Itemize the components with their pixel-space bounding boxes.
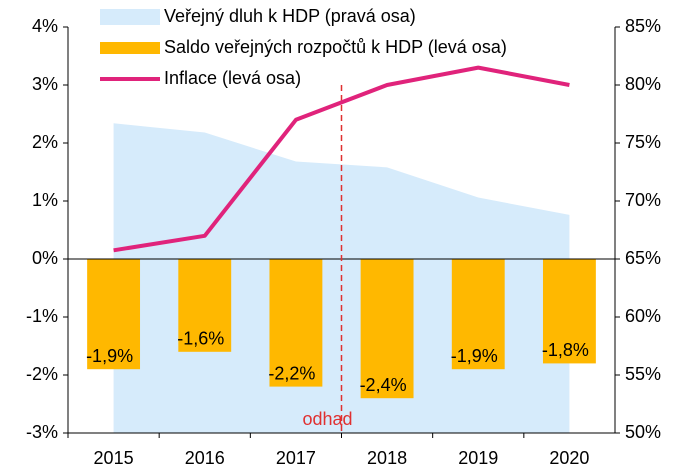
data-label: -1,6% — [177, 329, 224, 349]
y-tick-label: 2% — [32, 132, 58, 152]
x-tick-label: 2015 — [94, 448, 134, 468]
data-label: -2,4% — [360, 375, 407, 395]
x-tick-label: 2018 — [367, 448, 407, 468]
bar — [87, 259, 141, 370]
legend-label: Saldo veřejných rozpočtů k HDP (levá osa… — [164, 37, 507, 57]
inflation-line — [113, 65, 570, 253]
legend-label: Veřejný dluh k HDP (pravá osa) — [164, 6, 416, 26]
y-tick-label: 1% — [32, 190, 58, 210]
x-tick-label: 2019 — [458, 448, 498, 468]
bar — [269, 259, 323, 387]
data-label: -1,8% — [542, 340, 589, 360]
legend-swatch — [100, 42, 160, 54]
bar — [451, 259, 505, 370]
x-tick-label: 2020 — [549, 448, 589, 468]
y2-tick-label: 55% — [625, 364, 661, 384]
y-tick-label: -3% — [26, 422, 58, 442]
y2-tick-label: 80% — [625, 74, 661, 94]
y-tick-label: -1% — [26, 306, 58, 326]
bar — [178, 259, 232, 352]
y2-tick-label: 70% — [625, 190, 661, 210]
bar — [360, 259, 414, 399]
bar — [542, 259, 596, 364]
annotation: odhad — [302, 409, 352, 429]
y-tick-label: 3% — [32, 74, 58, 94]
x-tick-label: 2017 — [276, 448, 316, 468]
y-tick-label: 0% — [32, 248, 58, 268]
data-label: -1,9% — [86, 346, 133, 366]
y2-tick-label: 60% — [625, 306, 661, 326]
y2-tick-label: 65% — [625, 248, 661, 268]
data-label: -1,9% — [451, 346, 498, 366]
y2-tick-label: 85% — [625, 16, 661, 36]
data-label: -2,2% — [268, 363, 315, 383]
y-tick-label: 4% — [32, 16, 58, 36]
y-tick-label: -2% — [26, 364, 58, 384]
y2-tick-label: 75% — [625, 132, 661, 152]
legend-swatch — [100, 9, 160, 25]
legend-label: Inflace (levá osa) — [164, 68, 301, 88]
y2-tick-label: 50% — [625, 422, 661, 442]
x-tick-label: 2016 — [185, 448, 225, 468]
